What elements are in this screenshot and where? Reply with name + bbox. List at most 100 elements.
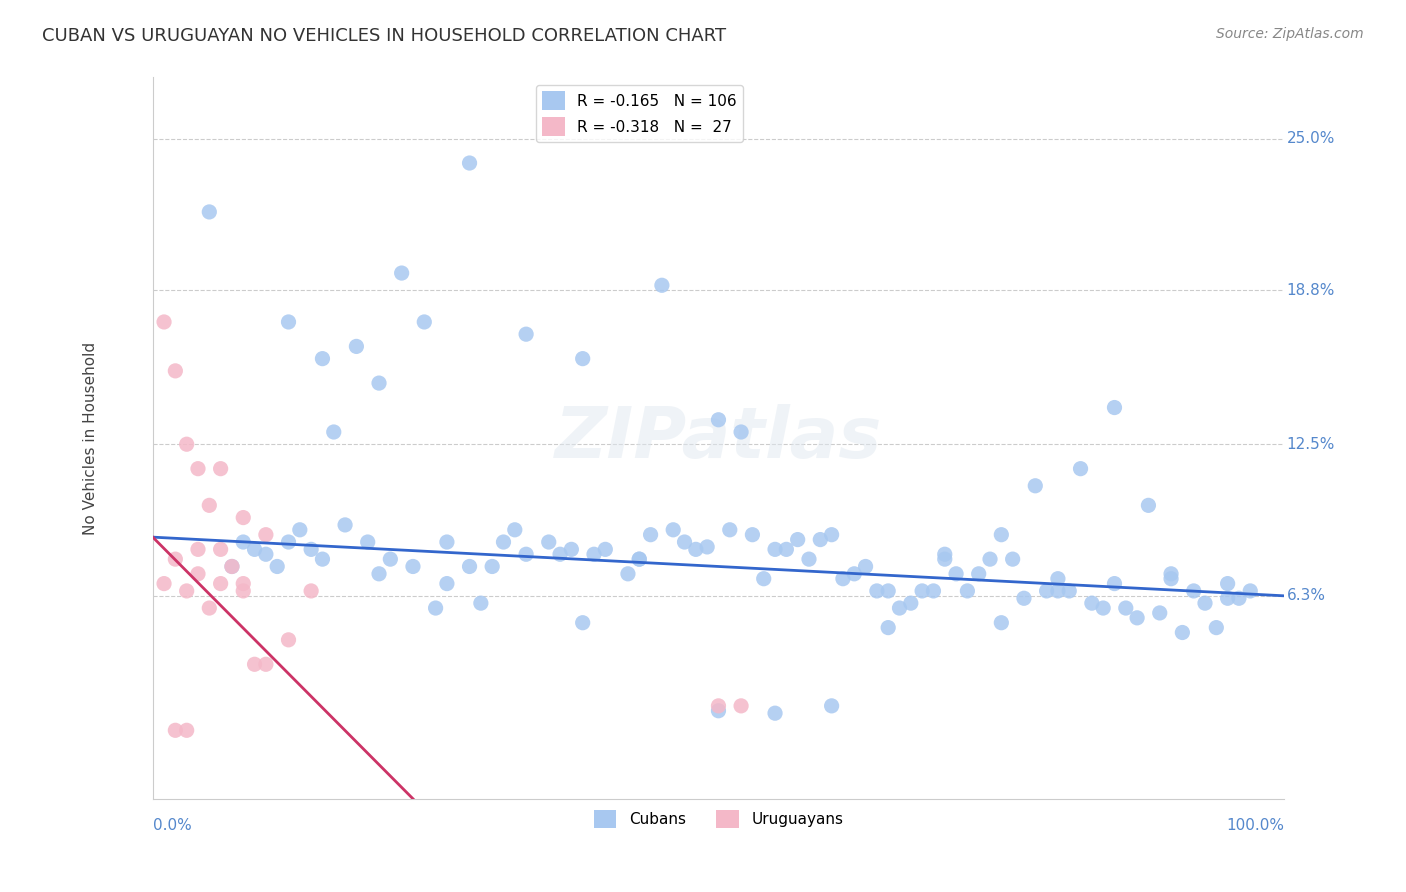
Cubans — [707, 704, 730, 718]
Uruguayans — [232, 576, 254, 591]
Cubans — [322, 425, 344, 439]
Cubans — [797, 552, 820, 566]
Cubans — [1171, 625, 1194, 640]
Cubans — [560, 542, 582, 557]
Cubans — [198, 205, 221, 219]
Uruguayans — [299, 583, 322, 598]
Cubans — [1012, 591, 1035, 606]
Uruguayans — [176, 583, 198, 598]
Cubans — [741, 527, 763, 541]
Text: 100.0%: 100.0% — [1226, 818, 1284, 833]
Cubans — [1160, 572, 1182, 586]
Uruguayans — [198, 601, 221, 615]
Cubans — [617, 566, 640, 581]
Cubans — [775, 542, 797, 557]
Uruguayans — [165, 552, 187, 566]
Uruguayans — [176, 723, 198, 738]
Cubans — [1126, 611, 1149, 625]
Cubans — [1216, 591, 1239, 606]
Text: CUBAN VS URUGUAYAN NO VEHICLES IN HOUSEHOLD CORRELATION CHART: CUBAN VS URUGUAYAN NO VEHICLES IN HOUSEH… — [42, 27, 727, 45]
Cubans — [357, 535, 380, 549]
Uruguayans — [209, 542, 232, 557]
Cubans — [492, 535, 515, 549]
Cubans — [866, 583, 889, 598]
Cubans — [436, 576, 458, 591]
Cubans — [503, 523, 526, 537]
Cubans — [808, 533, 831, 547]
Cubans — [1205, 621, 1227, 635]
Uruguayans — [153, 576, 176, 591]
Text: 12.5%: 12.5% — [1286, 437, 1334, 451]
Cubans — [956, 583, 979, 598]
Cubans — [299, 542, 322, 557]
Cubans — [1081, 596, 1104, 610]
Cubans — [254, 547, 277, 561]
Cubans — [820, 527, 842, 541]
Cubans — [990, 527, 1012, 541]
Uruguayans — [165, 364, 187, 378]
Cubans — [1024, 479, 1046, 493]
Cubans — [763, 542, 786, 557]
Uruguayans — [198, 499, 221, 513]
Cubans — [628, 552, 651, 566]
Cubans — [548, 547, 571, 561]
Cubans — [855, 559, 877, 574]
Uruguayans — [209, 461, 232, 475]
Cubans — [595, 542, 617, 557]
Uruguayans — [176, 437, 198, 451]
Uruguayans — [187, 461, 209, 475]
Cubans — [1104, 401, 1126, 415]
Cubans — [1070, 461, 1092, 475]
Uruguayans — [707, 698, 730, 713]
Cubans — [1160, 566, 1182, 581]
Cubans — [288, 523, 311, 537]
Cubans — [662, 523, 685, 537]
Cubans — [990, 615, 1012, 630]
Cubans — [696, 540, 718, 554]
Cubans — [571, 615, 593, 630]
Uruguayans — [730, 698, 752, 713]
Cubans — [889, 601, 911, 615]
Cubans — [333, 517, 356, 532]
Cubans — [582, 547, 605, 561]
Cubans — [1239, 583, 1261, 598]
Uruguayans — [277, 632, 299, 647]
Uruguayans — [209, 576, 232, 591]
Cubans — [458, 559, 481, 574]
Cubans — [537, 535, 560, 549]
Cubans — [277, 535, 299, 549]
Cubans — [1194, 596, 1216, 610]
Cubans — [571, 351, 593, 366]
Cubans — [900, 596, 922, 610]
Cubans — [425, 601, 447, 615]
Cubans — [402, 559, 425, 574]
Cubans — [640, 527, 662, 541]
Cubans — [752, 572, 775, 586]
Cubans — [1092, 601, 1115, 615]
Cubans — [232, 535, 254, 549]
Cubans — [1227, 591, 1250, 606]
Cubans — [515, 547, 537, 561]
Cubans — [470, 596, 492, 610]
Cubans — [266, 559, 288, 574]
Cubans — [820, 698, 842, 713]
Cubans — [344, 339, 367, 353]
Cubans — [413, 315, 436, 329]
Cubans — [945, 566, 967, 581]
Cubans — [877, 621, 900, 635]
Cubans — [311, 552, 333, 566]
Uruguayans — [232, 510, 254, 524]
Text: ZIPatlas: ZIPatlas — [555, 403, 882, 473]
Cubans — [368, 566, 391, 581]
Cubans — [934, 547, 956, 561]
Cubans — [673, 535, 696, 549]
Cubans — [391, 266, 413, 280]
Cubans — [1216, 576, 1239, 591]
Cubans — [515, 327, 537, 342]
Cubans — [1149, 606, 1171, 620]
Cubans — [877, 583, 900, 598]
Uruguayans — [254, 527, 277, 541]
Text: 25.0%: 25.0% — [1286, 131, 1334, 146]
Cubans — [911, 583, 934, 598]
Cubans — [707, 413, 730, 427]
